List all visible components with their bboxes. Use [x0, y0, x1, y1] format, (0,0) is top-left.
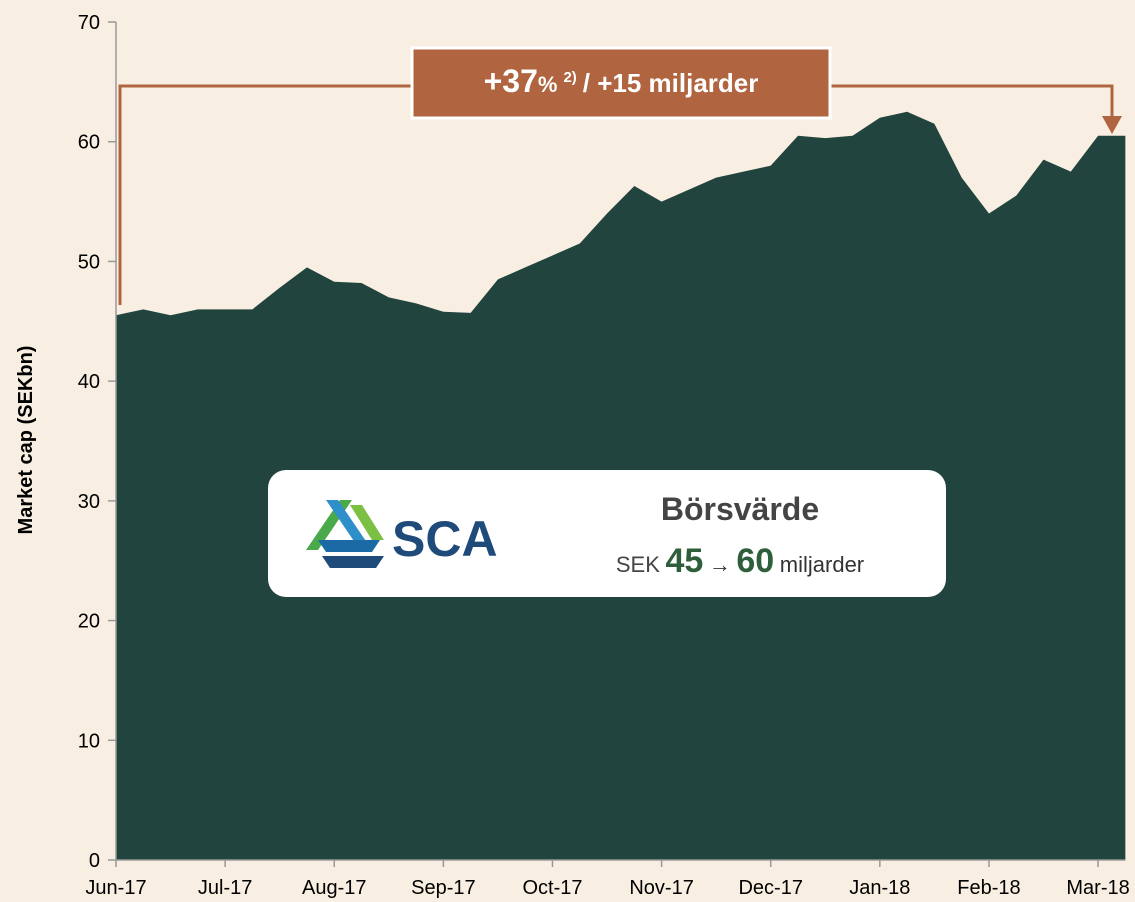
y-tick-label: 10	[78, 730, 100, 752]
y-tick-label: 0	[89, 850, 100, 872]
info-prefix: SEK	[616, 552, 660, 577]
annotation-note: 2)	[563, 69, 576, 86]
y-tick-label: 20	[78, 611, 100, 633]
info-line: SEK 45 → 60 miljarder	[616, 542, 864, 580]
x-tick-label: Sep-17	[411, 877, 476, 899]
y-tick-label: 50	[78, 251, 100, 273]
y-tick-label: 70	[78, 12, 100, 34]
x-tick-label: Dec-17	[738, 877, 802, 899]
y-axis-title: Market cap (SEKbn)	[15, 346, 37, 535]
logo-icon	[306, 500, 384, 568]
x-tick-label: Mar-18	[1066, 877, 1129, 899]
annotation-rest: / +15 miljarder	[583, 68, 759, 98]
x-tick-label: Jul-17	[198, 877, 252, 899]
y-tick-label: 60	[78, 132, 100, 154]
y-tick-label: 30	[78, 491, 100, 513]
info-arrow: →	[709, 552, 731, 577]
logo-shape	[318, 540, 380, 552]
y-tick-label: 40	[78, 371, 100, 393]
x-tick-label: Aug-17	[302, 877, 367, 899]
info-suffix: miljarder	[780, 552, 864, 577]
annotation-main: +37	[484, 63, 538, 99]
bracket-arrow	[1102, 116, 1122, 134]
annotation-text: +37% 2) / +15 miljarder	[484, 63, 759, 99]
logo-shape	[322, 556, 384, 568]
info-to: 60	[736, 542, 774, 580]
x-tick-label: Feb-18	[957, 877, 1020, 899]
info-title: Börsvärde	[661, 491, 819, 527]
x-tick-label: Oct-17	[522, 877, 582, 899]
logo-shape	[326, 500, 372, 550]
x-tick-label: Jan-18	[849, 877, 910, 899]
x-tick-label: Jun-17	[85, 877, 146, 899]
info-from: 45	[665, 542, 703, 580]
logo-shape	[350, 505, 384, 540]
info-box: SCA Börsvärde SEK 45 → 60 miljarder	[268, 470, 946, 597]
annotation-unit: %	[538, 72, 558, 97]
logo-text: SCA	[392, 511, 498, 567]
x-tick-label: Nov-17	[629, 877, 693, 899]
annotation-bracket: +37% 2) / +15 miljarder	[118, 46, 1122, 305]
info-box-bg	[268, 470, 946, 597]
annotation-box	[410, 46, 832, 120]
